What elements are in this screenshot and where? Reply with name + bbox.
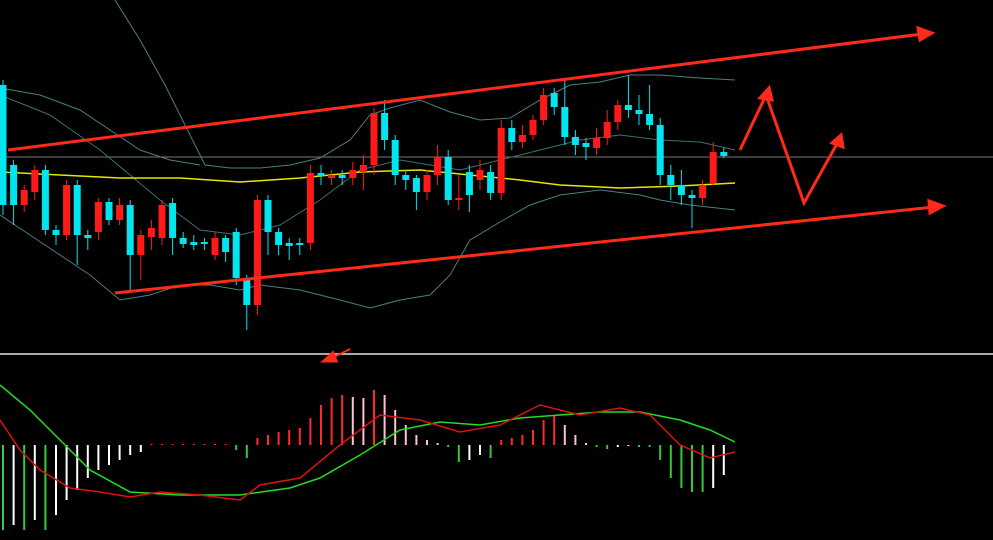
- candle-body: [476, 170, 484, 180]
- candle-body: [571, 137, 579, 145]
- candle-body: [41, 170, 49, 230]
- candle-body: [402, 175, 410, 180]
- drawings: [7, 25, 947, 363]
- arrow-head: [757, 84, 775, 102]
- candle-body: [211, 238, 219, 255]
- candle-body: [169, 203, 177, 238]
- candle-body: [593, 138, 601, 148]
- candle-body: [317, 173, 325, 176]
- arrow-head: [320, 350, 339, 363]
- candle-body: [603, 122, 611, 138]
- moving-average: [0, 169, 736, 189]
- upper-band-left: [0, 87, 201, 166]
- candle-body: [465, 172, 473, 195]
- candle-body: [529, 120, 537, 135]
- candle-body: [285, 243, 293, 246]
- candle-body: [31, 170, 39, 192]
- arrow-head: [829, 132, 845, 150]
- candle-body: [582, 143, 590, 147]
- candle-body: [63, 185, 71, 235]
- candle-body: [275, 232, 283, 245]
- candle-body: [540, 95, 548, 120]
- candle-body: [94, 202, 102, 232]
- candle-body: [116, 205, 124, 220]
- candle-body: [328, 175, 336, 178]
- bollinger-bands: [0, 0, 736, 309]
- middle-band: [0, 94, 736, 236]
- candle-body: [105, 202, 113, 220]
- candle-body: [296, 243, 304, 245]
- candle-body: [444, 157, 452, 200]
- candle-body: [656, 125, 664, 175]
- candle-body: [73, 185, 81, 235]
- candle-body: [84, 235, 92, 238]
- arrow-head: [916, 25, 936, 43]
- candle-body: [222, 238, 230, 252]
- arrow-head: [927, 198, 947, 216]
- candle-body: [518, 135, 526, 142]
- candle-body: [614, 105, 622, 122]
- candle-body: [306, 173, 314, 243]
- candle-body: [126, 205, 134, 255]
- candle-body: [667, 175, 675, 185]
- candle-body: [158, 205, 166, 238]
- candle-body: [624, 105, 632, 110]
- candle-body: [487, 172, 495, 193]
- candle-body: [709, 152, 717, 183]
- candle-body: [508, 128, 516, 142]
- dif-line: [0, 404, 736, 501]
- candle-body: [635, 110, 643, 114]
- channel-top: [7, 32, 923, 152]
- candle-body: [434, 157, 442, 175]
- candle-body: [688, 195, 696, 198]
- candle-body: [370, 113, 378, 165]
- candles: [0, 75, 728, 330]
- candle-body: [381, 113, 389, 140]
- candle-body: [349, 170, 357, 178]
- candle-body: [190, 242, 198, 245]
- candle-body: [561, 107, 569, 137]
- candle-body: [550, 93, 558, 107]
- candle-body: [10, 165, 18, 205]
- lower-band: [0, 189, 736, 309]
- candle-body: [147, 228, 155, 237]
- candle-body: [720, 152, 728, 156]
- candle-body: [253, 200, 261, 305]
- candle-body: [699, 185, 707, 198]
- candle-body: [677, 185, 685, 195]
- candle-body: [455, 198, 463, 200]
- candle-body: [232, 232, 240, 278]
- candle-body: [264, 200, 272, 232]
- candle-body: [497, 128, 505, 193]
- candle-body: [52, 230, 60, 235]
- candle-body: [137, 235, 145, 255]
- candle-body: [359, 165, 367, 172]
- candle-body: [200, 242, 208, 244]
- candle-body: [646, 114, 654, 125]
- dea-line: [0, 384, 736, 496]
- candle-body: [243, 280, 251, 305]
- candle-body: [423, 175, 431, 192]
- upper-band: [114, 0, 736, 169]
- zigzag: [738, 91, 840, 207]
- candle-body: [412, 178, 420, 192]
- candle-body: [391, 140, 399, 175]
- candle-body: [0, 85, 7, 205]
- channel-bottom: [114, 205, 935, 295]
- candle-body: [338, 175, 346, 178]
- candle-body: [20, 190, 28, 205]
- candle-body: [179, 238, 187, 244]
